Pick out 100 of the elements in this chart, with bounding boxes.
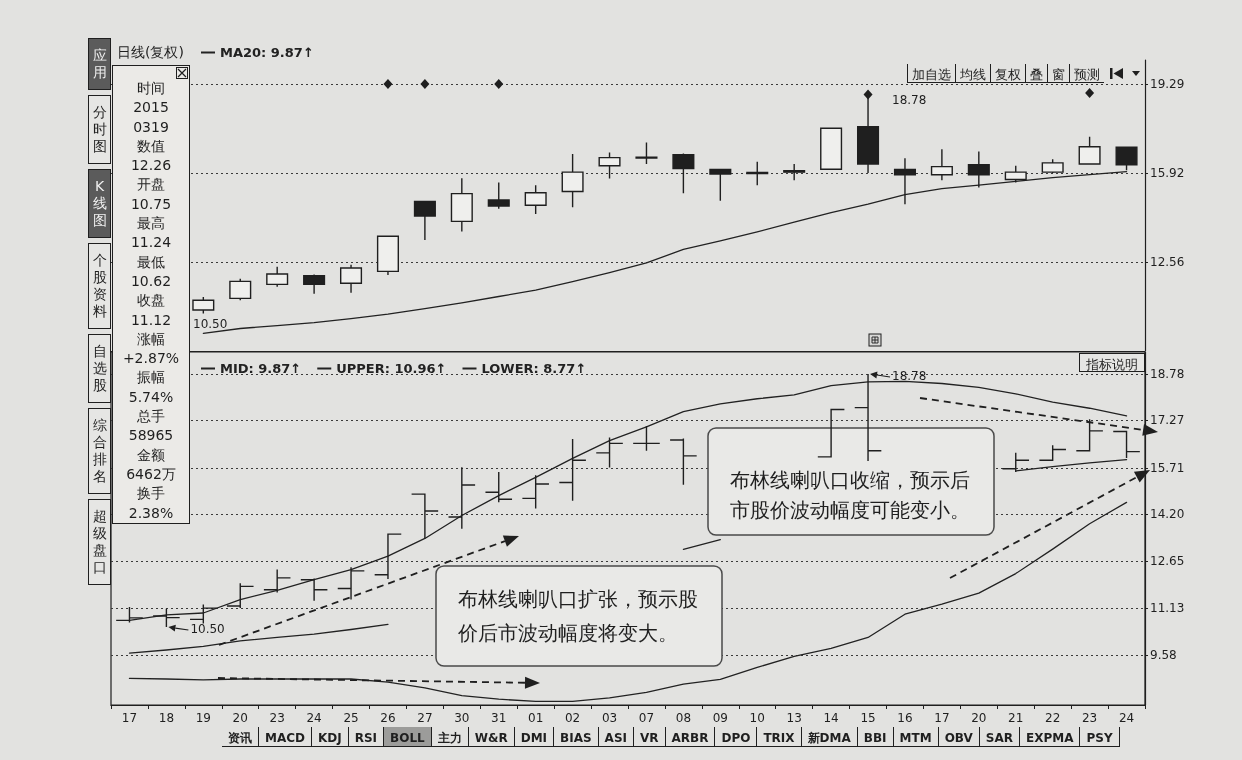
x-tick-label: 07 — [638, 711, 655, 725]
tab: KDJ — [312, 727, 349, 747]
annotation: 18.78 — [892, 92, 927, 107]
annotation: 开盘 — [137, 176, 165, 193]
x-tick-label: 03 — [601, 711, 618, 725]
annotation: 10.75 — [130, 195, 172, 212]
annotation: 2015 — [133, 99, 169, 116]
tab: 超级盘口 — [88, 499, 111, 585]
y-tick-label: 12.65 — [1150, 554, 1185, 569]
tab: VR — [634, 727, 666, 747]
y-tick-label: 9.58 — [1150, 648, 1177, 663]
tab: 资讯 — [222, 727, 259, 747]
annotation: 复权 — [995, 67, 1021, 82]
y-tick-label: 15.71 — [1150, 460, 1185, 475]
tab: OBV — [938, 727, 980, 747]
legend-label: MID: 9.87↑ — [220, 361, 302, 376]
x-tick-label: 17 — [121, 711, 138, 725]
annotation: 布林线喇叭口扩张，预示股价后市波动幅度将变大。 — [457, 587, 698, 645]
y-tick-label: 14.20 — [1150, 506, 1185, 521]
annotation: 指标说明 — [1086, 357, 1138, 372]
x-tick-label: 21 — [1008, 711, 1024, 725]
x-tick-label: 25 — [343, 711, 359, 725]
button: 指标说明 — [1079, 353, 1145, 372]
x-tick-label: 24 — [1118, 711, 1135, 725]
annotation: 时间 — [137, 80, 165, 96]
tab: 自选股 — [88, 334, 111, 403]
toolbar-button: 复权 — [990, 64, 1025, 83]
annotation: 12.26 — [130, 157, 172, 174]
annotation: 涨幅 — [137, 330, 165, 347]
tab: 综合排名 — [88, 408, 111, 494]
x-tick-label: 13 — [786, 711, 802, 725]
tab: SAR — [979, 727, 1020, 747]
tab: 主力 — [431, 727, 469, 747]
annotation: 2.38% — [128, 504, 174, 521]
x-tick-label: 10 — [749, 711, 765, 725]
tab: TRIX — [757, 727, 802, 747]
tab: ARBR — [665, 727, 716, 747]
x-tick-label: 23 — [269, 711, 285, 725]
y-tick-label: 11.13 — [1150, 600, 1185, 615]
legend-label: MA20: 9.87↑ — [220, 45, 314, 60]
tab: DMI — [514, 727, 555, 747]
y-tick-label: 12.56 — [1150, 255, 1185, 270]
tab: BIAS — [554, 727, 599, 747]
toolbar-button: 窗 — [1047, 64, 1069, 83]
x-tick-label: 19 — [195, 711, 211, 725]
tab: MTM — [893, 727, 939, 747]
x-tick-label: 23 — [1081, 711, 1098, 725]
tab: ASI — [598, 727, 634, 747]
annotation: 均线 — [960, 67, 986, 82]
annotation: 最低 — [137, 253, 165, 270]
y-tick-label: 19.29 — [1150, 77, 1185, 92]
x-tick-label: 09 — [712, 711, 728, 725]
x-tick-label: 24 — [306, 711, 322, 725]
chart-title: 日线(复权) — [117, 44, 184, 60]
x-tick-label: 16 — [897, 711, 913, 725]
annotation: 布林线喇叭口收缩，预示后市股价波动幅度可能变小。 — [730, 468, 970, 522]
y-tick-label: 17.27 — [1150, 413, 1185, 428]
x-tick-label: 18 — [158, 711, 175, 725]
annotation: 金额 — [137, 446, 165, 463]
tab: BOLL — [384, 727, 432, 747]
annotation: 5.74% — [128, 388, 174, 405]
annotation: 18.78 — [892, 369, 927, 383]
x-tick-label: 27 — [417, 711, 433, 725]
tab: DPO — [715, 727, 758, 747]
annotation: 10.50 — [190, 622, 225, 637]
y-tick-label: 15.92 — [1150, 166, 1185, 181]
x-tick-label: 22 — [1045, 711, 1061, 725]
x-tick-label: 02 — [564, 711, 581, 725]
tab: PSY — [1080, 727, 1120, 747]
tab: MACD — [259, 727, 312, 747]
annotation: 0319 — [133, 118, 169, 135]
annotation: 11.12 — [130, 311, 172, 328]
annotation: 数值 — [137, 137, 165, 154]
x-tick-label: 20 — [971, 711, 987, 725]
tab: EXPMA — [1019, 727, 1081, 747]
x-tick-label: 01 — [528, 711, 544, 725]
annotation: 6462万 — [126, 465, 176, 482]
x-tick-label: 26 — [380, 711, 396, 725]
tab: BBI — [857, 727, 894, 747]
legend-label: UPPER: 10.96↑ — [336, 361, 447, 376]
annotation: 收盘 — [137, 292, 165, 309]
x-tick-label: 15 — [860, 711, 876, 725]
annotation: 换手 — [137, 485, 165, 502]
tab: 分时图 — [88, 95, 111, 164]
toolbar-button: 叠 — [1025, 64, 1047, 83]
annotation: 预测 — [1074, 67, 1100, 82]
annotation: 10.62 — [130, 272, 172, 289]
annotation: 11.24 — [130, 234, 172, 251]
tab: 应用 — [88, 38, 111, 90]
annotation: 窗 — [1052, 67, 1065, 82]
toolbar-button: 预测 — [1069, 64, 1104, 83]
toolbar-button: 加自选 — [907, 64, 955, 83]
tab: 新DMA — [801, 727, 858, 747]
annotation: 叠 — [1030, 67, 1043, 82]
x-tick-label: 20 — [232, 711, 248, 725]
tab: W&R — [468, 727, 515, 747]
annotation: 10.50 — [193, 317, 228, 331]
annotation: 振幅 — [137, 369, 165, 386]
x-tick-label: 17 — [934, 711, 950, 725]
legend-label: LOWER: 8.77↑ — [481, 361, 587, 376]
